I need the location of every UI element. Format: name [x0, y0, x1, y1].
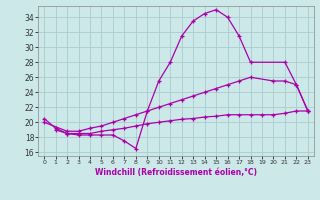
X-axis label: Windchill (Refroidissement éolien,°C): Windchill (Refroidissement éolien,°C)	[95, 168, 257, 177]
